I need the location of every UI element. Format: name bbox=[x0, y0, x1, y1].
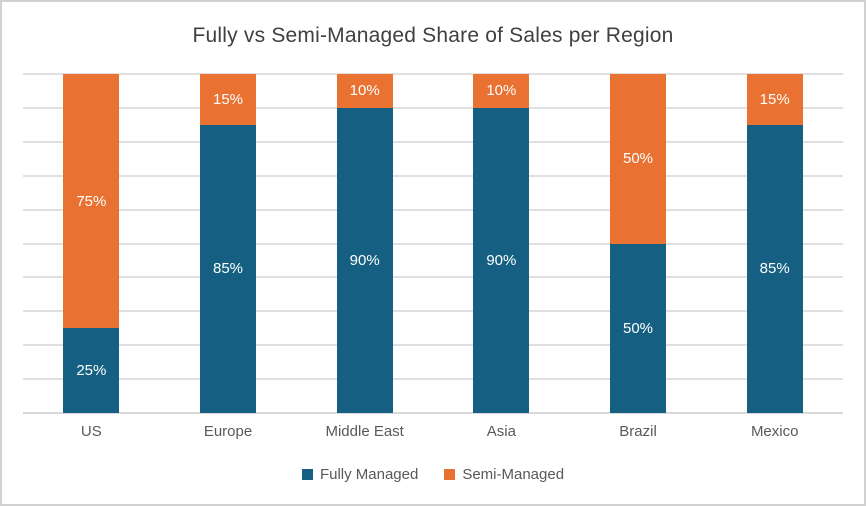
gridline bbox=[23, 242, 843, 245]
data-label: 50% bbox=[623, 319, 654, 337]
gridline bbox=[23, 140, 843, 143]
legend-swatch-icon bbox=[444, 469, 456, 480]
bar-slot-us: 75% 25% bbox=[23, 74, 160, 413]
bar-slot-brazil: 50% 50% bbox=[570, 74, 707, 413]
legend: Fully Managed Semi-Managed bbox=[2, 466, 864, 483]
legend-swatch-icon bbox=[301, 469, 313, 480]
gridline bbox=[23, 208, 843, 211]
data-label: 90% bbox=[349, 251, 380, 269]
chart-title: Fully vs Semi-Managed Share of Sales per… bbox=[192, 24, 674, 47]
x-axis-label-us: US bbox=[80, 423, 102, 440]
data-label: 10% bbox=[486, 82, 517, 100]
x-axis-label-asia: Asia bbox=[486, 423, 516, 440]
gridline bbox=[23, 310, 843, 313]
legend-label: Semi-Managed bbox=[462, 466, 565, 483]
x-axis-label-middle-east: Middle East bbox=[325, 423, 404, 440]
gridline bbox=[23, 106, 843, 109]
x-axis-line bbox=[23, 412, 843, 414]
bar-mexico[interactable]: 15% 85% bbox=[746, 74, 803, 413]
x-axis-label-brazil: Brazil bbox=[619, 423, 657, 440]
bar-middle-east[interactable]: 10% 90% bbox=[336, 74, 393, 413]
data-label: 85% bbox=[759, 260, 790, 278]
bar-slot-europe: 15% 85% bbox=[160, 74, 297, 413]
bar-segment-fully-managed[interactable]: 85% bbox=[746, 124, 803, 413]
bar-slot-asia: 10% 90% bbox=[433, 74, 570, 413]
bar-slot-middle-east: 10% 90% bbox=[296, 74, 433, 413]
bar-segment-fully-managed[interactable]: 50% bbox=[610, 243, 667, 413]
legend-label: Fully Managed bbox=[319, 466, 419, 483]
gridline bbox=[23, 276, 843, 279]
data-label: 15% bbox=[759, 90, 790, 108]
data-label: 50% bbox=[623, 150, 654, 168]
bar-segment-semi-managed[interactable]: 10% bbox=[473, 74, 530, 108]
bar-us[interactable]: 75% 25% bbox=[63, 74, 120, 413]
data-label: 25% bbox=[76, 362, 107, 380]
gridline bbox=[23, 73, 843, 75]
bar-slot-mexico: 15% 85% bbox=[706, 74, 843, 413]
data-label: 15% bbox=[212, 90, 244, 108]
bar-brazil[interactable]: 50% 50% bbox=[610, 74, 667, 413]
gridline bbox=[23, 378, 843, 381]
data-label: 85% bbox=[212, 260, 244, 278]
gridline bbox=[23, 174, 843, 177]
legend-item-semi-managed[interactable]: Semi-Managed bbox=[444, 466, 564, 483]
data-label: 90% bbox=[486, 251, 517, 269]
bar-segment-fully-managed[interactable]: 90% bbox=[473, 107, 530, 413]
x-axis-label-europe: Europe bbox=[203, 423, 253, 440]
bar-segment-fully-managed[interactable]: 25% bbox=[63, 328, 120, 413]
bar-segment-fully-managed[interactable]: 85% bbox=[200, 124, 256, 413]
legend-item-fully-managed[interactable]: Fully Managed bbox=[301, 466, 419, 483]
data-label: 10% bbox=[349, 82, 380, 100]
bar-segment-semi-managed[interactable]: 10% bbox=[336, 74, 393, 108]
bars-layer: 75% 25% 15% 85% 10% 90% 10% 90% 50% 50% 15% 85% bbox=[23, 74, 843, 413]
bar-europe[interactable]: 15% 85% bbox=[200, 74, 256, 413]
bar-segment-semi-managed[interactable]: 15% bbox=[200, 74, 256, 125]
gridline bbox=[23, 344, 843, 347]
data-label: 75% bbox=[76, 192, 107, 210]
bar-segment-semi-managed[interactable]: 50% bbox=[610, 74, 667, 244]
bar-segment-fully-managed[interactable]: 90% bbox=[336, 107, 393, 413]
x-axis-label-mexico: Mexico bbox=[750, 423, 799, 440]
plot-area: 75% 25% 15% 85% 10% 90% 10% 90% 50% 50% 15% 85% bbox=[23, 73, 843, 414]
bar-segment-semi-managed[interactable]: 75% bbox=[63, 74, 120, 329]
x-axis-labels: US Europe Middle East Asia Brazil Mexico bbox=[23, 423, 843, 440]
bar-segment-semi-managed[interactable]: 15% bbox=[746, 74, 803, 125]
bar-asia[interactable]: 10% 90% bbox=[473, 74, 530, 413]
